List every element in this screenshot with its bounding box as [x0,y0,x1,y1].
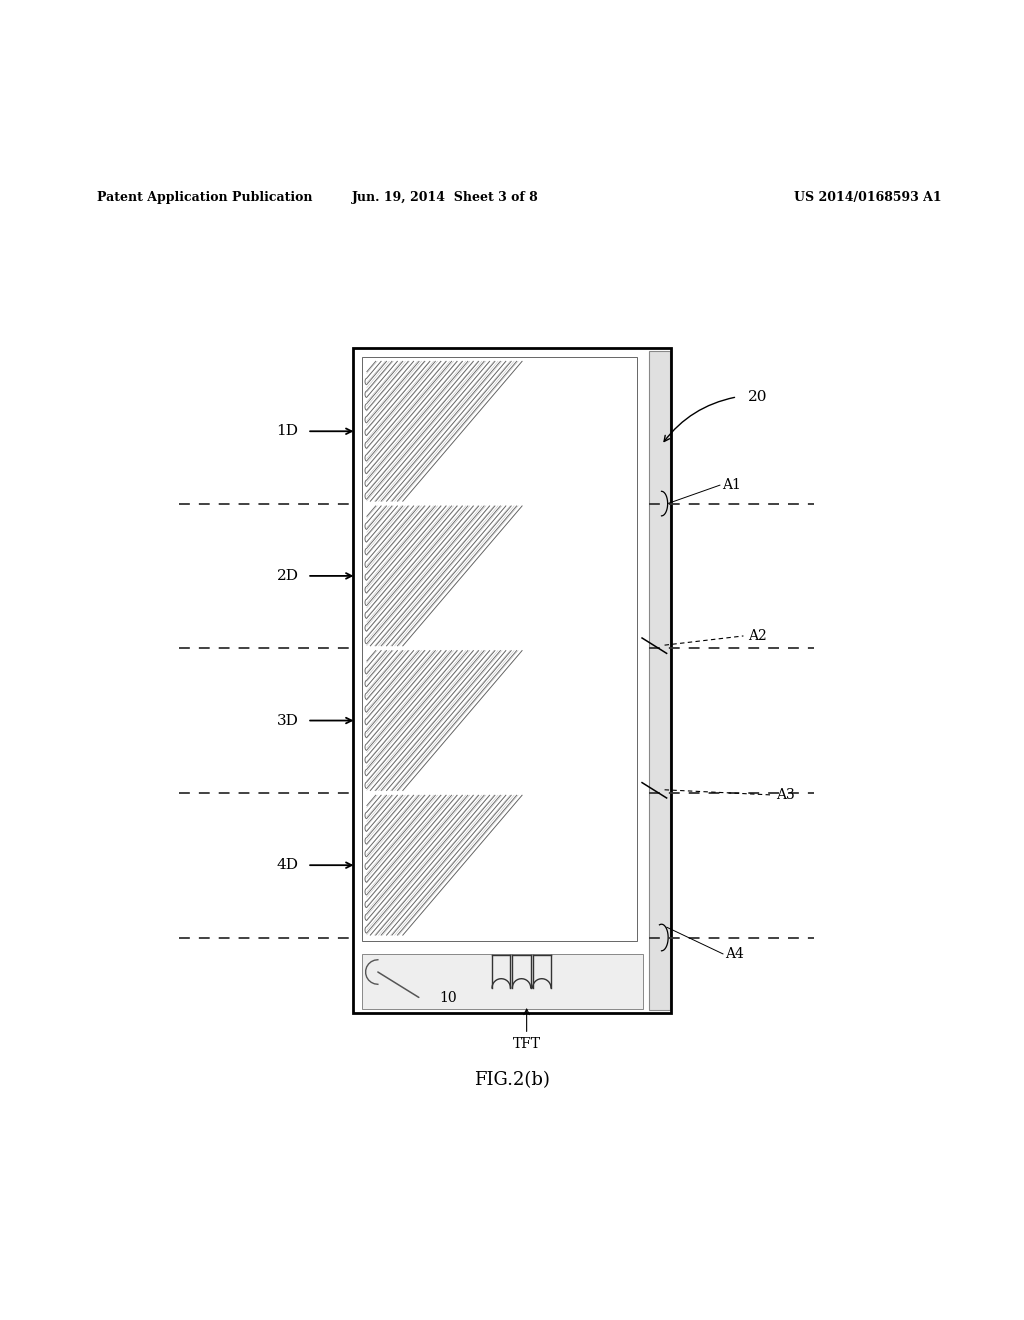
Text: 10: 10 [439,991,458,1005]
Text: FIG.2(b): FIG.2(b) [474,1071,550,1089]
Bar [362,954,643,1008]
Text: A4: A4 [725,946,743,961]
Bar [362,356,637,941]
Text: Patent Application Publication: Patent Application Publication [97,190,312,203]
Text: A1: A1 [722,478,740,492]
Text: 3D: 3D [276,714,298,727]
Text: A2: A2 [749,628,767,643]
Bar [353,347,671,1014]
Text: Jun. 19, 2014  Sheet 3 of 8: Jun. 19, 2014 Sheet 3 of 8 [352,190,539,203]
Text: 2D: 2D [276,569,298,583]
Text: 4D: 4D [276,858,298,873]
Text: 20: 20 [748,389,767,404]
Text: TFT: TFT [513,1008,541,1051]
Text: 1D: 1D [276,424,298,438]
Text: US 2014/0168593 A1: US 2014/0168593 A1 [794,190,941,203]
Bar [649,351,670,1010]
Text: A3: A3 [776,788,795,803]
